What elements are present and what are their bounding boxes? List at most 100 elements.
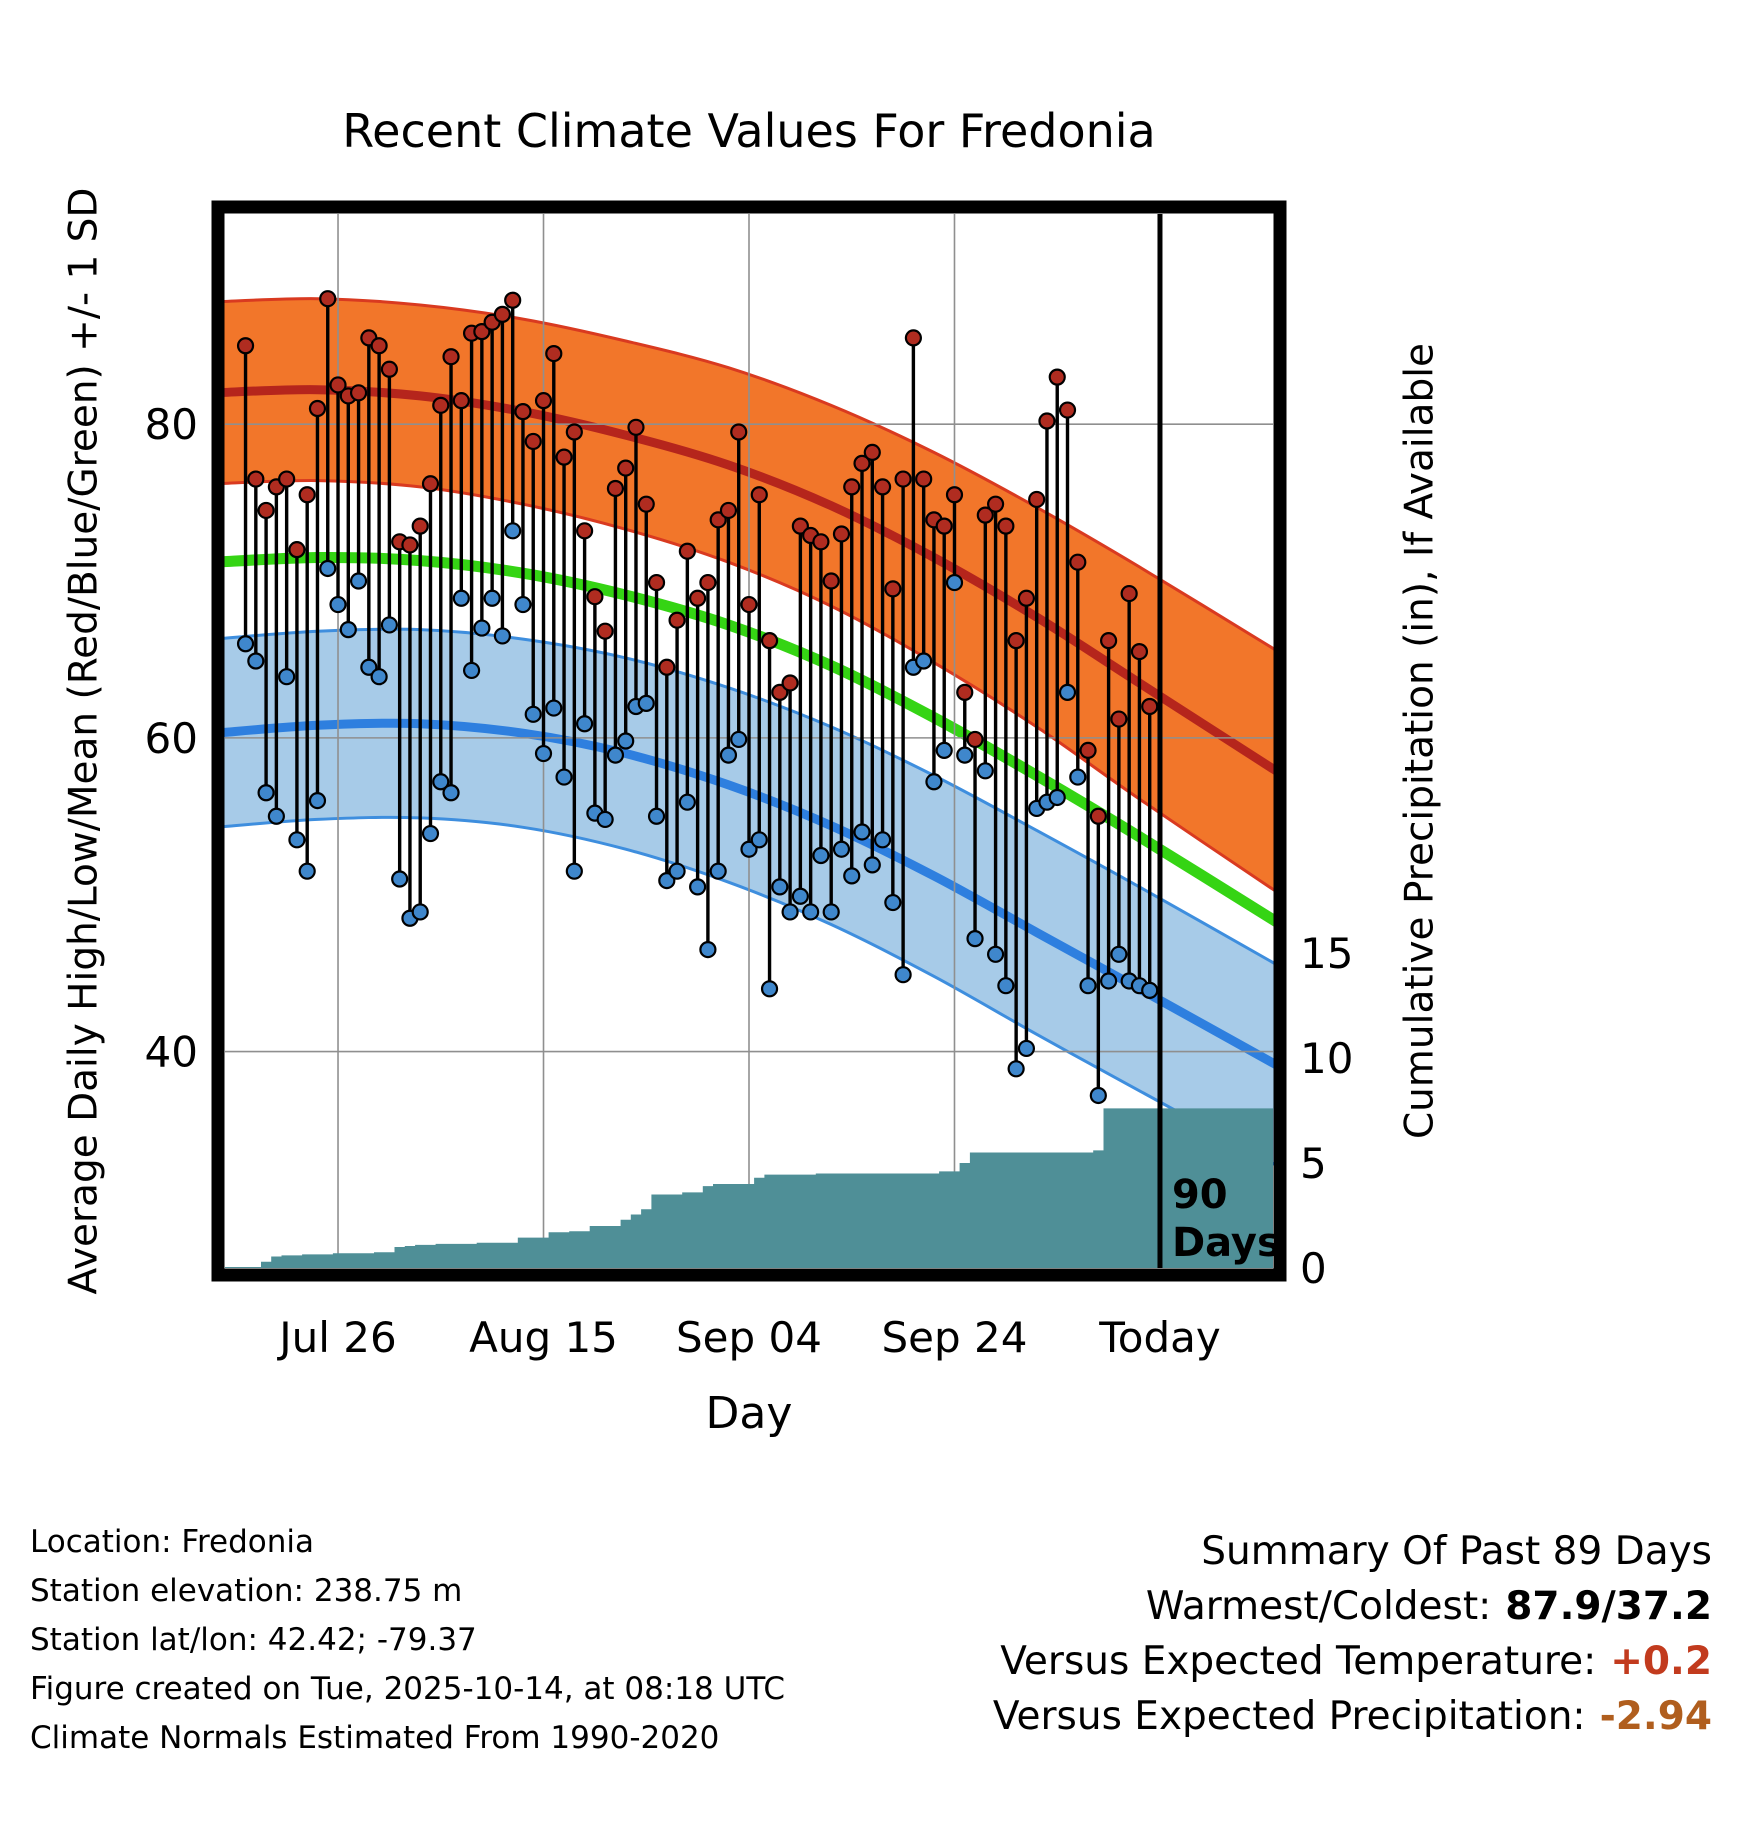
daily-low-dot — [740, 840, 758, 858]
daily-low-dot — [791, 887, 809, 905]
daily-low-dot — [514, 595, 532, 614]
daily-high-dot — [329, 376, 347, 394]
daily-low-dot — [576, 715, 594, 733]
daily-high-dot — [863, 443, 881, 462]
summary-warmest-coldest-label: Warmest/Coldest: — [1145, 1584, 1492, 1629]
daily-low-dot — [380, 616, 398, 634]
daily-low-dot — [1007, 1060, 1025, 1078]
summary-panel: Summary Of Past 89 Days Warmest/Coldest:… — [993, 1524, 1712, 1744]
daily-high-dot — [1141, 697, 1159, 716]
daily-high-dot — [709, 511, 727, 529]
precip-tick-label: 10 — [1300, 1034, 1353, 1083]
daily-low-dot — [637, 694, 655, 712]
daily-low-dot — [462, 661, 481, 680]
daily-high-dot — [843, 478, 861, 496]
daily-low-dot — [617, 732, 635, 750]
daily-high-dot — [730, 423, 748, 441]
figure-metadata: Location: Fredonia Station elevation: 23… — [30, 1518, 785, 1763]
daily-low-dot — [1110, 945, 1128, 963]
daily-high-dot — [401, 536, 419, 554]
daily-high-dot — [596, 622, 614, 640]
daily-high-dot — [873, 478, 892, 496]
chart-title: Recent Climate Values For Fredonia — [342, 104, 1156, 158]
daily-low-dot — [483, 589, 501, 607]
daily-high-dot — [904, 329, 922, 347]
daily-low-dot — [452, 589, 470, 607]
daily-high-dot — [432, 396, 450, 414]
daily-low-dot — [781, 903, 799, 921]
daily-high-dot — [606, 479, 625, 498]
daily-high-dot — [956, 683, 974, 701]
daily-high-dot — [1058, 401, 1077, 419]
daily-high-dot — [319, 290, 337, 308]
daily-high-dot — [760, 632, 779, 650]
daily-low-dot — [1079, 977, 1097, 995]
daily-low-dot — [986, 945, 1005, 963]
daily-low-dot — [473, 619, 491, 637]
summary-heading: Summary Of Past 89 Days — [1201, 1529, 1712, 1574]
daily-low-dot — [915, 652, 933, 670]
summary-vs-precipitation-value: -2.94 — [1599, 1694, 1712, 1739]
daily-low-dot — [760, 980, 779, 998]
daily-temp-whiskers — [236, 290, 1159, 1105]
daily-low-dot — [545, 699, 563, 717]
daily-high-dot — [740, 595, 758, 614]
daily-low-dot — [267, 807, 285, 825]
daily-low-dot — [771, 878, 789, 896]
daily-high-dot — [278, 470, 296, 488]
daily-high-dot — [514, 403, 532, 421]
daily-high-dot — [617, 459, 635, 477]
daily-high-dot — [493, 305, 512, 323]
daily-high-dot — [452, 392, 470, 410]
daily-high-dot — [853, 454, 871, 472]
daily-high-dot — [884, 580, 902, 598]
x-tick-label: Jul 26 — [276, 1313, 396, 1362]
daily-low-dot — [288, 831, 306, 849]
x-tick-label: Aug 15 — [469, 1313, 618, 1362]
daily-low-dot — [1141, 981, 1159, 999]
daily-low-dot — [596, 810, 614, 829]
daily-high-dot — [504, 291, 522, 309]
daily-high-dot — [565, 423, 583, 441]
daily-low-dot — [750, 831, 768, 849]
daily-low-dot — [1089, 1086, 1107, 1105]
daily-low-dot — [647, 807, 666, 825]
daily-low-dot — [493, 627, 512, 645]
summary-warmest-coldest: Warmest/Coldest: 87.9/37.2 — [993, 1579, 1712, 1634]
summary-vs-temperature: Versus Expected Temperature: +0.2 — [993, 1634, 1712, 1689]
temp-tick-label: 80 — [145, 400, 198, 449]
daily-low-dot — [802, 903, 820, 921]
summary-vs-precipitation: Versus Expected Precipitation: -2.94 — [993, 1689, 1712, 1744]
temp-tick-label: 40 — [145, 1028, 198, 1077]
daily-high-dot — [545, 344, 563, 363]
daily-high-dot — [719, 501, 738, 520]
daily-high-dot — [781, 674, 799, 692]
precip-tick-label: 15 — [1300, 929, 1353, 978]
daily-high-dot — [1089, 807, 1107, 825]
daily-low-dot — [319, 559, 337, 578]
daily-high-dot — [1017, 589, 1036, 607]
daily-high-dot — [986, 495, 1005, 513]
daily-low-dot — [843, 867, 861, 885]
daily-low-dot — [956, 746, 974, 764]
daily-high-dot — [1007, 632, 1025, 650]
low-normal-band — [214, 629, 1284, 1170]
metadata-location: Location: Fredonia — [30, 1524, 315, 1560]
daily-low-dot — [606, 746, 625, 764]
daily-high-dot — [945, 486, 964, 504]
daily-high-dot — [1038, 412, 1056, 430]
daily-high-dot — [637, 495, 655, 513]
daily-low-dot — [421, 824, 440, 843]
daily-high-dot — [411, 517, 429, 535]
daily-low-dot — [442, 784, 460, 802]
daily-low-dot — [534, 744, 553, 763]
daily-low-dot — [945, 573, 964, 592]
daily-high-dot — [627, 418, 645, 436]
daily-low-dot — [1069, 768, 1087, 786]
metadata-elevation: Station elevation: 238.75 m — [30, 1573, 463, 1609]
daily-low-dot — [658, 871, 676, 890]
daily-low-dot — [1058, 683, 1077, 701]
daily-low-dot — [565, 862, 583, 880]
daily-high-dot — [421, 475, 440, 493]
